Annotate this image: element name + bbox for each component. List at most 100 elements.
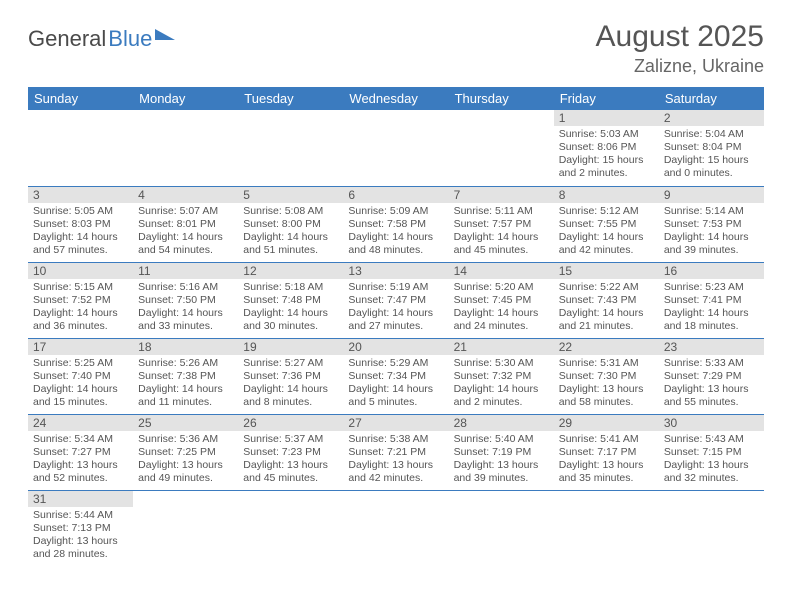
day-number: 1 — [554, 110, 659, 126]
calendar-row: 31Sunrise: 5:44 AMSunset: 7:13 PMDayligh… — [28, 490, 764, 566]
day-details: Sunrise: 5:22 AMSunset: 7:43 PMDaylight:… — [554, 279, 659, 338]
calendar-cell — [554, 490, 659, 566]
weekday-header: Wednesday — [343, 87, 448, 110]
calendar-page: GeneralBlue August 2025 Zalizne, Ukraine… — [0, 0, 792, 586]
day-number: 15 — [554, 263, 659, 279]
calendar-cell: 18Sunrise: 5:26 AMSunset: 7:38 PMDayligh… — [133, 338, 238, 414]
calendar-cell: 23Sunrise: 5:33 AMSunset: 7:29 PMDayligh… — [659, 338, 764, 414]
calendar-cell: 1Sunrise: 5:03 AMSunset: 8:06 PMDaylight… — [554, 110, 659, 186]
day-number: 22 — [554, 339, 659, 355]
calendar-cell — [449, 110, 554, 186]
day-details: Sunrise: 5:16 AMSunset: 7:50 PMDaylight:… — [133, 279, 238, 338]
day-details: Sunrise: 5:30 AMSunset: 7:32 PMDaylight:… — [449, 355, 554, 414]
day-details: Sunrise: 5:14 AMSunset: 7:53 PMDaylight:… — [659, 203, 764, 262]
weekday-header-row: Sunday Monday Tuesday Wednesday Thursday… — [28, 87, 764, 110]
day-details: Sunrise: 5:18 AMSunset: 7:48 PMDaylight:… — [238, 279, 343, 338]
day-details: Sunrise: 5:37 AMSunset: 7:23 PMDaylight:… — [238, 431, 343, 490]
day-details: Sunrise: 5:38 AMSunset: 7:21 PMDaylight:… — [343, 431, 448, 490]
day-details: Sunrise: 5:36 AMSunset: 7:25 PMDaylight:… — [133, 431, 238, 490]
day-number: 13 — [343, 263, 448, 279]
day-number: 21 — [449, 339, 554, 355]
logo-flag-icon — [155, 29, 175, 40]
calendar-cell: 14Sunrise: 5:20 AMSunset: 7:45 PMDayligh… — [449, 262, 554, 338]
calendar-cell: 3Sunrise: 5:05 AMSunset: 8:03 PMDaylight… — [28, 186, 133, 262]
calendar-cell — [343, 110, 448, 186]
day-details: Sunrise: 5:08 AMSunset: 8:00 PMDaylight:… — [238, 203, 343, 262]
day-number: 28 — [449, 415, 554, 431]
calendar-cell: 16Sunrise: 5:23 AMSunset: 7:41 PMDayligh… — [659, 262, 764, 338]
calendar-cell: 19Sunrise: 5:27 AMSunset: 7:36 PMDayligh… — [238, 338, 343, 414]
weekday-header: Thursday — [449, 87, 554, 110]
calendar-cell: 15Sunrise: 5:22 AMSunset: 7:43 PMDayligh… — [554, 262, 659, 338]
day-number: 30 — [659, 415, 764, 431]
calendar-cell — [238, 110, 343, 186]
calendar-cell — [28, 110, 133, 186]
calendar-row: 24Sunrise: 5:34 AMSunset: 7:27 PMDayligh… — [28, 414, 764, 490]
calendar-cell: 21Sunrise: 5:30 AMSunset: 7:32 PMDayligh… — [449, 338, 554, 414]
day-details: Sunrise: 5:44 AMSunset: 7:13 PMDaylight:… — [28, 507, 133, 566]
day-details: Sunrise: 5:09 AMSunset: 7:58 PMDaylight:… — [343, 203, 448, 262]
calendar-cell: 8Sunrise: 5:12 AMSunset: 7:55 PMDaylight… — [554, 186, 659, 262]
calendar-cell — [659, 490, 764, 566]
calendar-row: 17Sunrise: 5:25 AMSunset: 7:40 PMDayligh… — [28, 338, 764, 414]
calendar-cell — [238, 490, 343, 566]
weekday-header: Saturday — [659, 87, 764, 110]
day-details: Sunrise: 5:31 AMSunset: 7:30 PMDaylight:… — [554, 355, 659, 414]
day-details: Sunrise: 5:07 AMSunset: 8:01 PMDaylight:… — [133, 203, 238, 262]
header: GeneralBlue August 2025 Zalizne, Ukraine — [28, 20, 764, 77]
calendar-cell: 22Sunrise: 5:31 AMSunset: 7:30 PMDayligh… — [554, 338, 659, 414]
calendar-row: 1Sunrise: 5:03 AMSunset: 8:06 PMDaylight… — [28, 110, 764, 186]
calendar-cell: 5Sunrise: 5:08 AMSunset: 8:00 PMDaylight… — [238, 186, 343, 262]
calendar-row: 10Sunrise: 5:15 AMSunset: 7:52 PMDayligh… — [28, 262, 764, 338]
day-number: 9 — [659, 187, 764, 203]
day-details: Sunrise: 5:12 AMSunset: 7:55 PMDaylight:… — [554, 203, 659, 262]
logo: GeneralBlue — [28, 26, 175, 52]
day-number: 19 — [238, 339, 343, 355]
day-details: Sunrise: 5:25 AMSunset: 7:40 PMDaylight:… — [28, 355, 133, 414]
calendar-cell: 27Sunrise: 5:38 AMSunset: 7:21 PMDayligh… — [343, 414, 448, 490]
day-details: Sunrise: 5:26 AMSunset: 7:38 PMDaylight:… — [133, 355, 238, 414]
day-details: Sunrise: 5:11 AMSunset: 7:57 PMDaylight:… — [449, 203, 554, 262]
calendar-cell: 11Sunrise: 5:16 AMSunset: 7:50 PMDayligh… — [133, 262, 238, 338]
day-number: 11 — [133, 263, 238, 279]
calendar-cell: 28Sunrise: 5:40 AMSunset: 7:19 PMDayligh… — [449, 414, 554, 490]
day-details: Sunrise: 5:20 AMSunset: 7:45 PMDaylight:… — [449, 279, 554, 338]
calendar-cell: 6Sunrise: 5:09 AMSunset: 7:58 PMDaylight… — [343, 186, 448, 262]
day-details: Sunrise: 5:05 AMSunset: 8:03 PMDaylight:… — [28, 203, 133, 262]
calendar-cell: 10Sunrise: 5:15 AMSunset: 7:52 PMDayligh… — [28, 262, 133, 338]
day-number: 31 — [28, 491, 133, 507]
calendar-row: 3Sunrise: 5:05 AMSunset: 8:03 PMDaylight… — [28, 186, 764, 262]
calendar-cell — [343, 490, 448, 566]
day-details: Sunrise: 5:03 AMSunset: 8:06 PMDaylight:… — [554, 126, 659, 185]
day-number: 18 — [133, 339, 238, 355]
weekday-header: Monday — [133, 87, 238, 110]
day-number: 14 — [449, 263, 554, 279]
day-number: 27 — [343, 415, 448, 431]
calendar-cell: 30Sunrise: 5:43 AMSunset: 7:15 PMDayligh… — [659, 414, 764, 490]
day-details: Sunrise: 5:41 AMSunset: 7:17 PMDaylight:… — [554, 431, 659, 490]
day-details: Sunrise: 5:19 AMSunset: 7:47 PMDaylight:… — [343, 279, 448, 338]
calendar-cell — [133, 110, 238, 186]
calendar-cell: 2Sunrise: 5:04 AMSunset: 8:04 PMDaylight… — [659, 110, 764, 186]
calendar-cell: 24Sunrise: 5:34 AMSunset: 7:27 PMDayligh… — [28, 414, 133, 490]
day-number: 25 — [133, 415, 238, 431]
day-details: Sunrise: 5:15 AMSunset: 7:52 PMDaylight:… — [28, 279, 133, 338]
day-number: 17 — [28, 339, 133, 355]
calendar-cell: 12Sunrise: 5:18 AMSunset: 7:48 PMDayligh… — [238, 262, 343, 338]
weekday-header: Sunday — [28, 87, 133, 110]
calendar-cell: 25Sunrise: 5:36 AMSunset: 7:25 PMDayligh… — [133, 414, 238, 490]
logo-word2: Blue — [108, 26, 152, 52]
location: Zalizne, Ukraine — [596, 56, 764, 77]
calendar-cell: 31Sunrise: 5:44 AMSunset: 7:13 PMDayligh… — [28, 490, 133, 566]
day-number: 2 — [659, 110, 764, 126]
day-number: 24 — [28, 415, 133, 431]
calendar-cell — [133, 490, 238, 566]
day-details: Sunrise: 5:40 AMSunset: 7:19 PMDaylight:… — [449, 431, 554, 490]
calendar-body: 1Sunrise: 5:03 AMSunset: 8:06 PMDaylight… — [28, 110, 764, 566]
day-number: 29 — [554, 415, 659, 431]
calendar-cell: 17Sunrise: 5:25 AMSunset: 7:40 PMDayligh… — [28, 338, 133, 414]
calendar-cell: 26Sunrise: 5:37 AMSunset: 7:23 PMDayligh… — [238, 414, 343, 490]
day-number: 8 — [554, 187, 659, 203]
day-number: 10 — [28, 263, 133, 279]
calendar-cell: 29Sunrise: 5:41 AMSunset: 7:17 PMDayligh… — [554, 414, 659, 490]
